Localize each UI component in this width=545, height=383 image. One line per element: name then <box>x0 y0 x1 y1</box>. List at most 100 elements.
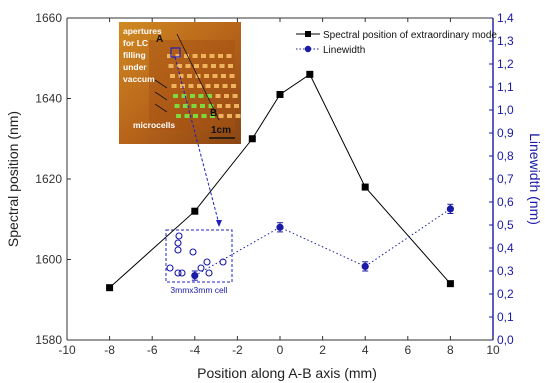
microcell <box>210 114 215 118</box>
data-point-linewidth <box>361 262 369 270</box>
data-point-linewidth <box>276 223 284 231</box>
microcell <box>234 104 239 108</box>
x-tick-label: 2 <box>319 343 326 357</box>
inset-label-apertures: filling <box>123 50 146 60</box>
cell-caption: 3mmx3mm cell <box>170 285 227 295</box>
x-axis-title: Position along A-B axis (mm) <box>197 365 377 381</box>
microcell <box>183 104 188 108</box>
y-left-tick-label: 1640 <box>35 92 62 106</box>
y-right-tick-label: 0,9 <box>497 126 514 140</box>
microcell <box>185 64 191 68</box>
y-right-tick-label: 0,8 <box>497 149 514 163</box>
microcell <box>177 64 182 68</box>
microcell <box>178 74 184 78</box>
microcell <box>194 64 199 68</box>
y-right-tick-label: 0,7 <box>497 172 514 186</box>
cell-hole <box>219 258 227 266</box>
microcell <box>192 54 198 58</box>
microcell <box>175 54 181 58</box>
y-right-tick-label: 0,6 <box>497 195 514 209</box>
data-point-spectral <box>106 284 114 292</box>
microcell <box>171 84 177 88</box>
cell-diagram: 3mmx3mm cell <box>165 56 233 295</box>
y-left-tick-label: 1660 <box>35 11 62 25</box>
cell-hole <box>174 269 182 277</box>
y-right-tick-label: 1,0 <box>497 103 514 117</box>
microcell <box>176 114 181 118</box>
cell-hole <box>178 269 186 277</box>
microcell <box>204 74 209 78</box>
x-tick-label: 4 <box>362 343 369 357</box>
microcell <box>214 84 219 88</box>
microcell <box>235 114 241 118</box>
connector-arrowhead <box>216 220 222 227</box>
data-point-spectral <box>306 70 314 78</box>
y-right-tick-label: 1,2 <box>497 57 514 71</box>
x-tick-label: -8 <box>104 343 115 357</box>
microcell <box>221 74 226 78</box>
data-point-linewidth <box>191 272 199 280</box>
microcell <box>226 54 232 58</box>
x-tick-label: -4 <box>189 343 200 357</box>
microcell <box>188 84 194 88</box>
microcell <box>227 114 232 118</box>
legend-label-spectral: Spectral position of extraordinary mode <box>323 30 497 41</box>
microcell <box>217 104 222 108</box>
inset-arrow <box>154 79 168 89</box>
microcell <box>181 94 187 98</box>
y-right-tick-label: 0,3 <box>497 264 514 278</box>
microcell <box>168 64 174 68</box>
series-line-linewidth <box>194 208 451 277</box>
y-right-tick-label: 1,4 <box>497 11 514 25</box>
microcell <box>201 54 206 58</box>
microcell <box>229 74 235 78</box>
microcell <box>173 94 178 98</box>
y-right-tick-label: 0,2 <box>497 287 514 301</box>
legend-marker-linewidth <box>304 45 312 53</box>
inset-label-microcells: microcells <box>133 120 175 130</box>
microcell <box>197 84 202 88</box>
microcell <box>184 54 189 58</box>
microcell <box>170 74 175 78</box>
microcell <box>218 54 223 58</box>
microcell <box>191 104 197 108</box>
data-point-spectral <box>191 207 199 215</box>
legend: Spectral position of extraordinary mode … <box>296 30 497 56</box>
y-right-tick-label: 0,1 <box>497 310 514 324</box>
cell-hole <box>174 239 182 247</box>
data-point-spectral <box>446 280 454 288</box>
y-axis-left-title: Spectral position (nm) <box>5 111 21 247</box>
microcell <box>174 104 180 108</box>
cell-hole <box>197 264 205 272</box>
data-point-linewidth <box>446 205 454 213</box>
microcell <box>195 74 201 78</box>
connector-line <box>174 56 220 225</box>
y-left-tick-label: 1580 <box>35 333 62 347</box>
microcell <box>215 94 221 98</box>
cell-box <box>165 229 233 283</box>
y-right-tick-label: 0,0 <box>497 333 514 347</box>
cell-hole <box>174 246 182 254</box>
x-tick-label: 10 <box>486 343 500 357</box>
microcell <box>232 94 238 98</box>
data-point-spectral <box>276 90 284 98</box>
microcell <box>218 114 224 118</box>
microcell <box>190 94 195 98</box>
inset-scale-label: 1cm <box>211 125 231 136</box>
inset-ab-line <box>176 33 220 121</box>
microcell <box>208 104 214 108</box>
microcell <box>201 114 207 118</box>
x-tick-label: -10 <box>58 343 76 357</box>
x-tick-label: -6 <box>147 343 158 357</box>
microcell <box>222 84 228 88</box>
microcell <box>167 54 172 58</box>
cell-hole <box>189 248 197 256</box>
y-right-tick-label: 0,4 <box>497 241 514 255</box>
data-point-spectral <box>248 135 256 143</box>
inset-label-apertures: for LC <box>123 38 148 48</box>
legend-label-linewidth: Linewidth <box>323 45 365 56</box>
y-right-tick-label: 1,3 <box>497 34 514 48</box>
inset-photo: apertures for LC filling under vaccum microce… <box>119 22 241 144</box>
inset-arrow <box>154 91 168 101</box>
